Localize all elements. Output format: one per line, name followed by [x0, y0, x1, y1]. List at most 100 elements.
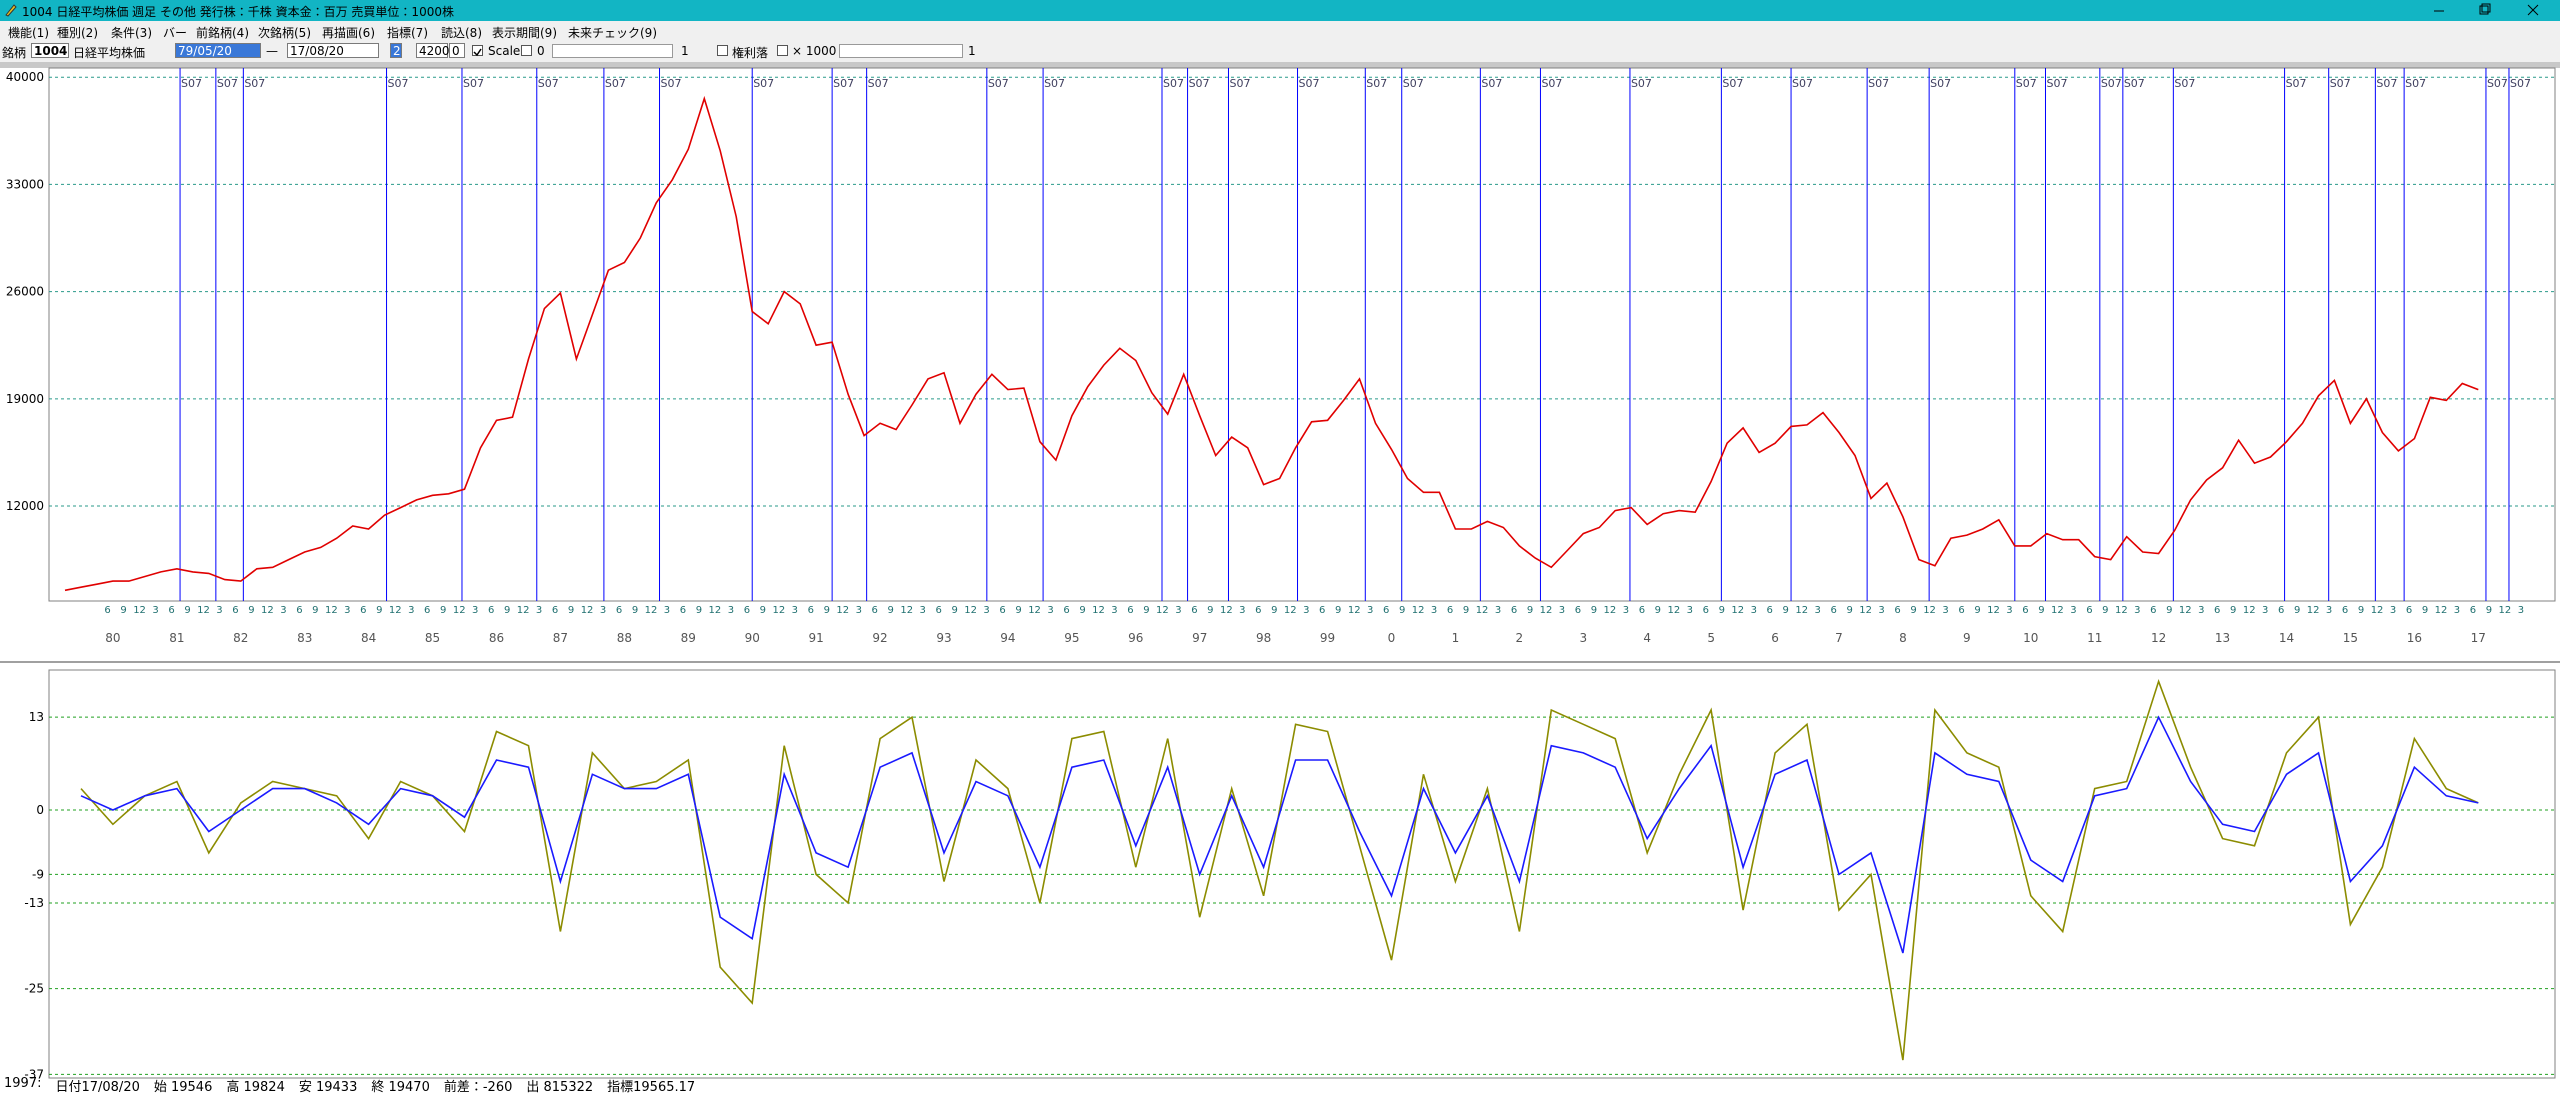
- signal-label: S07: [538, 77, 559, 90]
- x-tick-label: 3: [1579, 631, 1587, 645]
- x-tick-label: 91: [809, 631, 824, 645]
- signal-label: S07: [2286, 77, 2307, 90]
- scale-checkbox[interactable]: [472, 45, 483, 57]
- signal-label: S07: [605, 77, 626, 90]
- month-tick-label: 6: [1894, 605, 1900, 616]
- month-tick-label: 12: [1859, 605, 1872, 616]
- scale-checkbox-2[interactable]: [521, 45, 532, 56]
- x-tick-label: 92: [872, 631, 887, 645]
- menu-item[interactable]: 次銘柄(5): [258, 26, 311, 40]
- menu-item[interactable]: 条件(3): [111, 26, 152, 40]
- signal-label: S07: [1189, 77, 1210, 90]
- month-tick-label: 3: [1047, 605, 1053, 616]
- month-tick-label: 12: [1540, 605, 1553, 616]
- code-input[interactable]: 1004: [31, 43, 69, 58]
- menu-item[interactable]: 再描画(6): [322, 26, 375, 40]
- x-tick-label: 81: [169, 631, 184, 645]
- x-tick-label: 87: [553, 631, 568, 645]
- signal-label: S07: [2487, 77, 2508, 90]
- month-tick-label: 6: [296, 605, 302, 616]
- ex-rights-checkbox[interactable]: [717, 45, 728, 56]
- y-tick-label: 26000: [6, 285, 44, 299]
- y-tick-label: 13: [29, 710, 44, 724]
- month-tick-label: 9: [1783, 605, 1789, 616]
- month-tick-label: 6: [1319, 605, 1325, 616]
- indicator-line: [80, 678, 2479, 1061]
- menu-item[interactable]: 指標(7): [387, 26, 428, 40]
- month-tick-label: 9: [568, 605, 574, 616]
- month-tick-label: 6: [808, 605, 814, 616]
- month-tick-label: 3: [1751, 605, 1757, 616]
- signal-label: S07: [2101, 77, 2122, 90]
- count-input[interactable]: 4200: [416, 43, 450, 58]
- month-tick-label: 6: [2022, 605, 2028, 616]
- indicator-line: [80, 715, 2479, 954]
- month-tick-label: 6: [2278, 605, 2284, 616]
- month-tick-label: 3: [2006, 605, 2012, 616]
- month-tick-label: 9: [1271, 605, 1277, 616]
- x-tick-label: 0: [1388, 631, 1396, 645]
- signal-label: S07: [1930, 77, 1951, 90]
- month-tick-label: 3: [408, 605, 414, 616]
- signal-label: S07: [1792, 77, 1813, 90]
- month-tick-label: 3: [1623, 605, 1629, 616]
- month-tick-label: 3: [1431, 605, 1437, 616]
- signal-label: S07: [1868, 77, 1889, 90]
- month-tick-label: 12: [133, 605, 146, 616]
- month-tick-label: 6: [232, 605, 238, 616]
- signal-label: S07: [244, 77, 265, 90]
- month-tick-label: 12: [261, 605, 274, 616]
- month-tick-label: 9: [2166, 605, 2172, 616]
- date-to[interactable]: 17/08/20: [287, 43, 379, 58]
- period-input[interactable]: 2: [390, 43, 402, 58]
- menu-item[interactable]: 機能(1): [8, 26, 49, 40]
- menu-item[interactable]: 表示期間(9): [492, 26, 557, 40]
- menu-item[interactable]: バー: [163, 26, 188, 40]
- x-tick-label: 96: [1128, 631, 1143, 645]
- month-tick-label: 6: [2342, 605, 2348, 616]
- month-tick-label: 9: [120, 605, 126, 616]
- signal-label: S07: [1229, 77, 1250, 90]
- window-title: 1004 日経平均株価 週足 その他 発行株：千株 資本金：百万 売買単位：10…: [22, 5, 454, 19]
- x-tick-label: 15: [2343, 631, 2358, 645]
- menu-item[interactable]: 未来チェック(9): [568, 26, 657, 40]
- month-tick-label: 9: [1143, 605, 1149, 616]
- signal-label: S07: [2046, 77, 2067, 90]
- scale-label: Scale: [488, 44, 521, 58]
- signal-label: S07: [1722, 77, 1743, 90]
- slider-2[interactable]: [839, 44, 963, 58]
- month-tick-label: 12: [1795, 605, 1808, 616]
- multiplier-checkbox[interactable]: [777, 45, 788, 56]
- month-tick-label: 12: [1476, 605, 1489, 616]
- month-tick-label: 12: [2051, 605, 2064, 616]
- month-tick-label: 12: [1092, 605, 1105, 616]
- month-tick-label: 6: [616, 605, 622, 616]
- month-tick-label: 12: [197, 605, 210, 616]
- month-tick-label: 9: [2230, 605, 2236, 616]
- scale-value: 0: [537, 44, 545, 58]
- x-tick-label: 10: [2023, 631, 2038, 645]
- month-tick-label: 9: [2294, 605, 2300, 616]
- slider-1[interactable]: [552, 44, 673, 58]
- month-tick-label: 3: [152, 605, 158, 616]
- menu-item[interactable]: 前銘柄(4): [196, 26, 249, 40]
- date-from[interactable]: 79/05/20: [175, 43, 261, 58]
- window-controls[interactable]: [2420, 0, 2560, 21]
- signal-label: S07: [1299, 77, 1320, 90]
- x-tick-label: 95: [1064, 631, 1079, 645]
- month-tick-label: 6: [424, 605, 430, 616]
- offset-input[interactable]: 0: [449, 43, 465, 58]
- month-tick-label: 3: [1303, 605, 1309, 616]
- stock-name: 日経平均株価: [73, 46, 146, 60]
- x-tick-label: 82: [233, 631, 248, 645]
- menu-item[interactable]: 種別(2): [57, 26, 98, 40]
- menu-item[interactable]: 読込(8): [441, 26, 482, 40]
- month-tick-label: 6: [1511, 605, 1517, 616]
- month-tick-label: 6: [1255, 605, 1261, 616]
- month-tick-label: 6: [744, 605, 750, 616]
- x-tick-label: 84: [361, 631, 376, 645]
- month-tick-label: 12: [1348, 605, 1361, 616]
- month-tick-label: 9: [1591, 605, 1597, 616]
- month-tick-label: 12: [772, 605, 785, 616]
- month-tick-label: 9: [2422, 605, 2428, 616]
